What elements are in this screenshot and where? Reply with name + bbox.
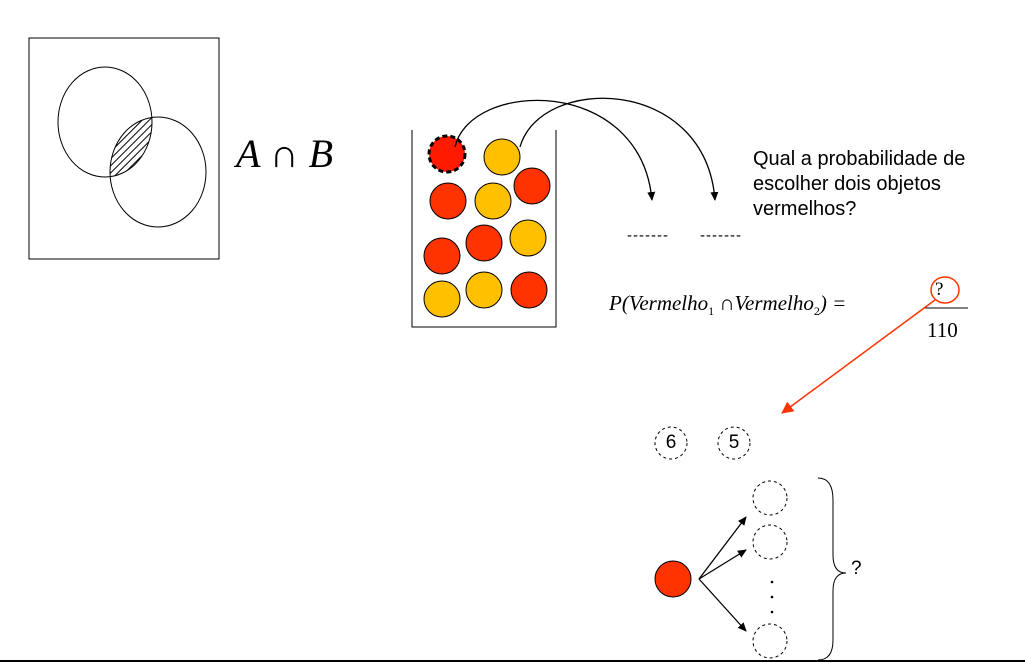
red-pointer-arrow <box>781 299 936 414</box>
jar-ball-yellow <box>474 182 512 220</box>
count-circle-first <box>654 426 688 460</box>
jar-ball-yellow <box>483 138 521 176</box>
tree-outcome-1 <box>752 480 788 516</box>
tree-brace <box>817 477 847 661</box>
tree-ellipsis-dot <box>770 595 774 599</box>
venn-circle-b <box>109 116 207 228</box>
numerator-highlight <box>930 276 960 304</box>
probability-formula: P(Vermelho1 ∩Vermelho2) = <box>609 290 846 324</box>
tree-ellipsis-dot <box>770 580 774 584</box>
venn-circle-a <box>57 66 153 178</box>
tree-branch-2 <box>698 549 747 580</box>
venn-intersection <box>110 117 152 177</box>
jar-balls <box>423 134 551 318</box>
question-text: Qual a probabilidade de escolher dois ob… <box>753 148 966 220</box>
tree-root-ball <box>654 560 692 598</box>
formula-prefix: P(Vermelho <box>609 291 709 315</box>
draw-arrow-first <box>454 99 656 201</box>
count-second: 5 <box>728 432 740 453</box>
tree-brace-label: ? <box>851 558 862 579</box>
tree-outcome-2 <box>752 524 788 560</box>
jar-ball-red <box>465 224 503 262</box>
draw-slot-first: ------- <box>627 227 669 244</box>
venn-frame <box>28 37 220 260</box>
formula-denominator: 110 <box>927 318 958 342</box>
tree-ellipsis-dot <box>770 610 774 614</box>
jar-ball-yellow <box>509 219 547 257</box>
formula-suffix: ) = <box>819 291 847 315</box>
jar-ball-red <box>513 167 551 205</box>
jar-ball-selected <box>427 134 467 174</box>
jar-ball-yellow <box>423 280 461 318</box>
formula-sub1: 1 <box>708 304 715 319</box>
draw-arrow-second <box>519 97 719 201</box>
tree-outcome-last <box>752 623 788 659</box>
draw-slot-second: ------- <box>700 227 742 244</box>
tree-branch-1 <box>698 516 747 580</box>
tree-branch-3 <box>698 578 747 632</box>
count-circle-second <box>717 426 751 460</box>
jar-outline <box>411 130 557 328</box>
jar-ball-red <box>429 182 467 220</box>
formula-sub2: 2 <box>813 304 820 319</box>
count-first: 6 <box>665 432 677 453</box>
formula-middle: ∩Vermelho <box>714 291 814 315</box>
jar-ball-red <box>510 271 548 309</box>
jar-ball-red <box>423 237 461 275</box>
formula-numerator: ? <box>935 279 944 300</box>
jar-ball-yellow <box>465 271 503 309</box>
intersection-expression: A ∩ B <box>236 131 334 176</box>
